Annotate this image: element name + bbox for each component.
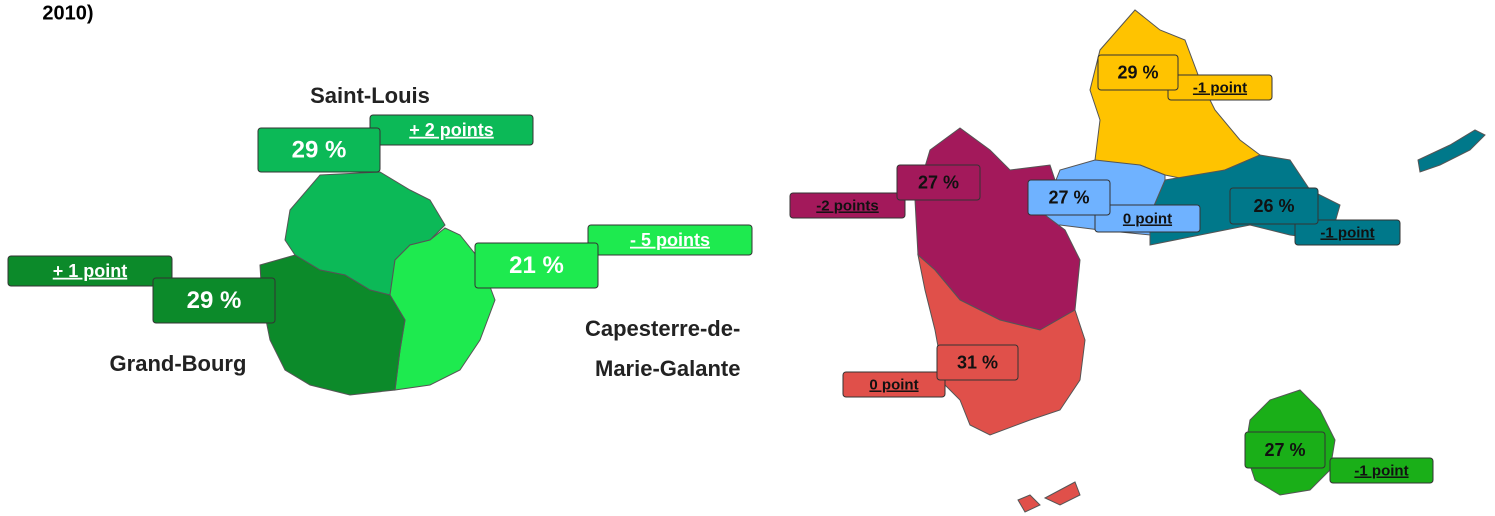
value-label: 21 % [474,242,599,289]
left-map [259,171,496,396]
region-shape [1017,481,1081,513]
label-box [1294,219,1401,246]
value-label: 29 % [152,277,276,324]
value-label: 27 % [1244,431,1326,469]
label-text: 0 point [1123,210,1172,227]
label-text: 27 % [1048,187,1089,207]
change-label: 0 point [1094,204,1201,233]
label-text: 29 % [187,287,242,314]
region-name: Capesterre-de- [585,316,740,341]
label-box [7,255,173,287]
value-label: 29 % [1097,54,1179,91]
value-label: 27 % [896,164,981,201]
region-name: Saint-Louis [310,83,430,108]
label-text: 29 % [1117,62,1158,82]
label-text: + 1 point [53,261,128,281]
label-text: 0 point [869,376,918,393]
change-label: -1 point [1294,219,1401,246]
label-box [1097,54,1179,91]
label-box [789,192,906,219]
label-text: - 5 points [630,230,710,250]
label-text: 27 % [918,172,959,192]
label-box [896,164,981,201]
change-label: -1 point [1167,74,1273,101]
label-box [1027,179,1111,216]
label-box [842,371,946,398]
value-label: 29 % [257,127,381,173]
label-box [587,224,753,256]
label-text: 27 % [1264,440,1305,460]
region-name: Grand-Bourg [110,351,247,376]
change-label: + 2 points [369,114,534,146]
change-label: -1 point [1329,457,1434,484]
change-label: 0 point [842,371,946,398]
region-name: Marie-Galante [595,356,741,381]
label-box [936,344,1019,381]
label-text: 29 % [292,136,347,163]
region-shape [259,254,406,396]
label-box [1244,431,1326,469]
value-label: 31 % [936,344,1019,381]
label-text: -1 point [1320,224,1374,241]
value-label: 26 % [1229,187,1319,225]
label-text: -1 point [1354,462,1408,479]
label-text: + 2 points [409,120,494,140]
label-text: 21 % [509,252,564,279]
label-box [1329,457,1434,484]
label-box [474,242,599,289]
label-box [257,127,381,173]
region-shape [1417,129,1486,173]
change-label: + 1 point [7,255,173,287]
change-label: -2 points [789,192,906,219]
label-text: 31 % [957,352,998,372]
value-label: 27 % [1027,179,1111,216]
label-text: -1 point [1193,79,1247,96]
change-label: - 5 points [587,224,753,256]
label-text: 26 % [1253,196,1294,216]
header-fragment: 2010) [42,2,93,24]
label-text: -2 points [816,197,879,214]
label-box [152,277,276,324]
label-box [1229,187,1319,225]
label-box [1094,204,1201,233]
